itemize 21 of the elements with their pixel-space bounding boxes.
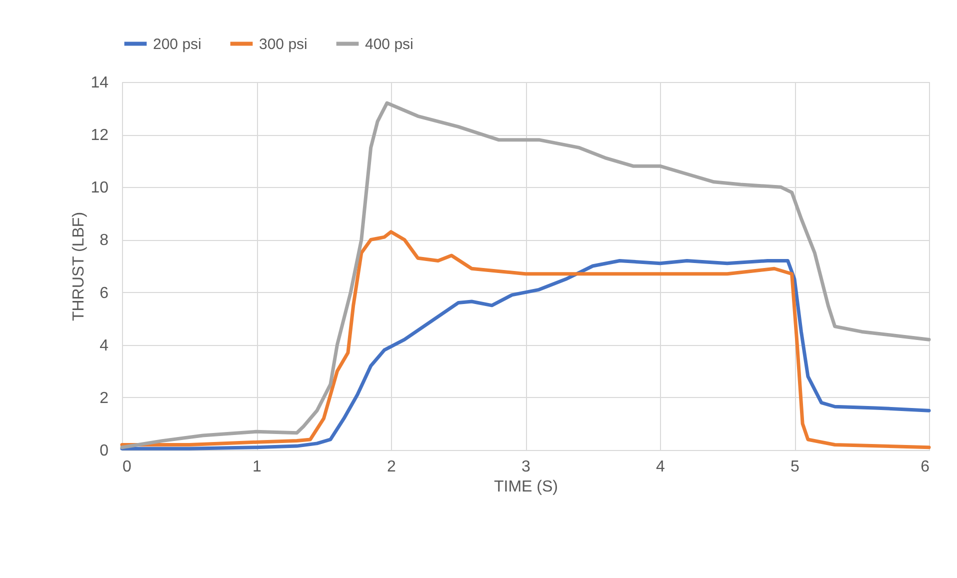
legend-label: 400 psi	[365, 36, 414, 53]
x-tick-label: 4	[656, 458, 666, 476]
y-tick-label: 14	[90, 74, 109, 92]
y-tick-label: 4	[100, 337, 109, 354]
y-tick-label: 0	[100, 442, 109, 460]
x-tick-label: 5	[790, 458, 800, 476]
y-tick-label: 10	[90, 180, 109, 197]
legend-label: 300 psi	[259, 36, 308, 53]
x-tick-label: 3	[522, 458, 531, 476]
y-tick-label: 2	[100, 390, 109, 407]
x-tick-label: 6	[920, 458, 930, 476]
y-tick-label: 8	[100, 232, 109, 250]
y-tick-label: 12	[90, 127, 109, 144]
x-tick-label: 2	[387, 458, 396, 476]
x-tick-label: 1	[252, 458, 262, 476]
x-tick-label: 0	[122, 458, 132, 476]
y-axis-title: THRUST (LBF)	[70, 212, 88, 322]
legend-label: 200 psi	[153, 36, 202, 53]
x-axis-title: TIME (S)	[494, 478, 558, 496]
y-tick-label: 6	[100, 284, 109, 302]
line-series	[120, 101, 931, 450]
